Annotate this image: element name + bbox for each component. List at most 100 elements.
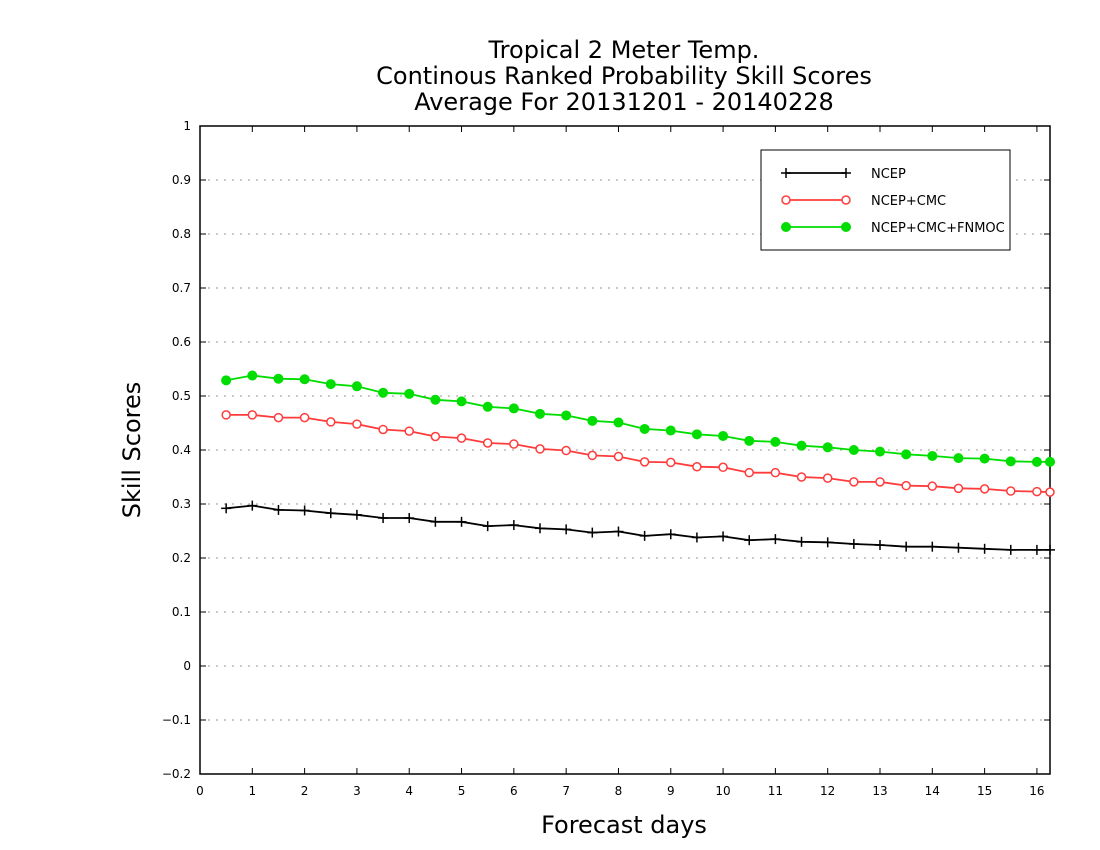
data-point-ncep-cmc-fnmoc	[901, 449, 912, 460]
data-point-ncep	[351, 509, 362, 520]
legend: NCEP NCEP+CMC NCEP+CMC+FNMOC	[760, 149, 1011, 251]
data-point-ncep-cmc-fnmoc	[378, 387, 389, 398]
x-tick-label: 10	[715, 784, 730, 798]
series-line-ncep-cmc-fnmoc	[226, 374, 1050, 463]
chart-title: Tropical 2 Meter Temp. Continous Ranked …	[376, 36, 872, 116]
legend-marker	[841, 222, 851, 232]
x-tick-label: 0	[196, 784, 204, 798]
y-tick-label: 0.5	[172, 389, 191, 403]
series-line-ncep	[226, 504, 1050, 551]
data-point-ncep	[1045, 544, 1055, 555]
data-point-ncep-cmc	[770, 467, 781, 478]
tick-labels: −0.2−0.100.10.20.30.40.50.60.70.80.910 1 2…	[162, 119, 1045, 798]
data-point-ncep-cmc	[456, 433, 467, 443]
x-tick-label: 8	[615, 784, 623, 798]
data-point-ncep-cmc	[1045, 487, 1055, 497]
data-point-ncep-cmc	[326, 417, 336, 427]
data-point-ncep-cmc	[404, 426, 414, 436]
legend-entry-ncep-cmc: NCEP+CMC	[781, 194, 946, 209]
data-point-ncep	[456, 516, 467, 527]
data-point-ncep	[561, 524, 572, 535]
data-point-ncep	[325, 508, 336, 519]
data-point-ncep-cmc-fnmoc	[561, 410, 572, 421]
data-point-ncep	[482, 521, 493, 532]
data-point-ncep-cmc-fnmoc	[613, 417, 624, 428]
data-point-ncep-cmc-fnmoc	[691, 429, 702, 440]
series-ncep-cmc-fnmoc	[221, 370, 1055, 467]
y-tick-label: 0.8	[172, 227, 191, 241]
data-point-ncep-cmc-fnmoc	[665, 425, 676, 436]
data-point-ncep-cmc-fnmoc	[273, 373, 284, 384]
data-point-ncep-cmc-fnmoc	[927, 450, 938, 461]
data-point-ncep	[927, 541, 938, 552]
data-point-ncep-cmc-fnmoc	[535, 408, 545, 419]
y-tick-label: 0.4	[172, 443, 191, 457]
chart-title-line-1: Tropical 2 Meter Temp.	[488, 36, 760, 64]
legend-marker	[781, 168, 791, 178]
data-point-ncep-cmc	[639, 457, 650, 467]
data-point-ncep	[378, 513, 389, 524]
data-point-ncep-cmc	[587, 450, 598, 461]
series-ncep-cmc	[221, 410, 1055, 497]
x-tick-label: 11	[768, 784, 783, 798]
data-point-ncep-cmc	[482, 438, 493, 448]
data-point-ncep	[979, 543, 990, 554]
data-point-ncep	[221, 503, 232, 514]
y-axis-label: Skill Scores	[118, 382, 146, 519]
data-point-ncep-cmc-fnmoc	[508, 403, 519, 414]
x-tick-label: 9	[667, 784, 675, 798]
data-point-ncep-cmc	[535, 444, 545, 454]
y-tick-label: 0.6	[172, 335, 191, 349]
data-point-ncep	[796, 536, 807, 547]
x-tick-label: 15	[977, 784, 992, 798]
data-point-ncep	[404, 513, 415, 524]
chart-title-line-2: Continous Ranked Probability Skill Score…	[376, 62, 872, 90]
data-point-ncep-cmc	[247, 410, 258, 420]
x-tick-label: 7	[562, 784, 570, 798]
data-point-ncep	[665, 529, 676, 540]
data-point-ncep-cmc-fnmoc	[587, 415, 598, 426]
y-tick-label: 0.1	[172, 605, 191, 619]
data-point-ncep-cmc-fnmoc	[482, 401, 493, 412]
y-tick-label: −0.2	[162, 767, 191, 781]
legend-label: NCEP	[871, 167, 906, 182]
x-tick-label: 1	[248, 784, 256, 798]
data-point-ncep	[639, 530, 650, 541]
data-point-ncep-cmc	[979, 484, 990, 494]
data-point-ncep-cmc-fnmoc	[953, 453, 964, 464]
data-point-ncep	[508, 520, 519, 531]
legend-label: NCEP+CMC	[871, 194, 946, 209]
data-point-ncep-cmc-fnmoc	[247, 370, 258, 381]
x-tick-label: 6	[510, 784, 518, 798]
data-point-ncep	[744, 535, 755, 546]
x-tick-label: 2	[301, 784, 309, 798]
data-point-ncep	[848, 538, 859, 549]
data-point-ncep-cmc-fnmoc	[875, 446, 885, 457]
data-point-ncep-cmc-fnmoc	[770, 436, 781, 447]
data-point-ncep	[875, 540, 885, 551]
data-point-ncep-cmc	[378, 424, 388, 435]
data-point-ncep-cmc	[718, 462, 728, 473]
data-point-ncep-cmc	[927, 481, 938, 491]
data-point-ncep-cmc	[822, 473, 833, 483]
data-point-ncep-cmc-fnmoc	[639, 423, 650, 434]
data-point-ncep-cmc	[666, 457, 676, 468]
data-point-ncep-cmc-fnmoc	[718, 430, 729, 441]
data-point-ncep-cmc	[509, 439, 519, 449]
data-point-ncep	[718, 531, 729, 542]
data-point-ncep-cmc-fnmoc	[1045, 456, 1055, 467]
x-tick-label: 3	[353, 784, 361, 798]
data-point-ncep-cmc	[901, 480, 911, 491]
y-tick-label: 1	[183, 119, 191, 133]
data-point-ncep-cmc-fnmoc	[351, 381, 362, 392]
data-point-ncep-cmc-fnmoc	[848, 445, 859, 455]
data-point-ncep-cmc	[613, 451, 624, 462]
y-tick-label: 0.9	[172, 173, 191, 187]
y-tick-label: 0.7	[172, 281, 191, 295]
legend-marker	[781, 195, 791, 205]
axes	[199, 125, 1051, 775]
legend-entry-ncep-cmc-fnmoc: NCEP+CMC+FNMOC	[781, 221, 1005, 236]
data-point-ncep-cmc-fnmoc	[979, 453, 990, 464]
data-point-ncep	[822, 537, 833, 548]
